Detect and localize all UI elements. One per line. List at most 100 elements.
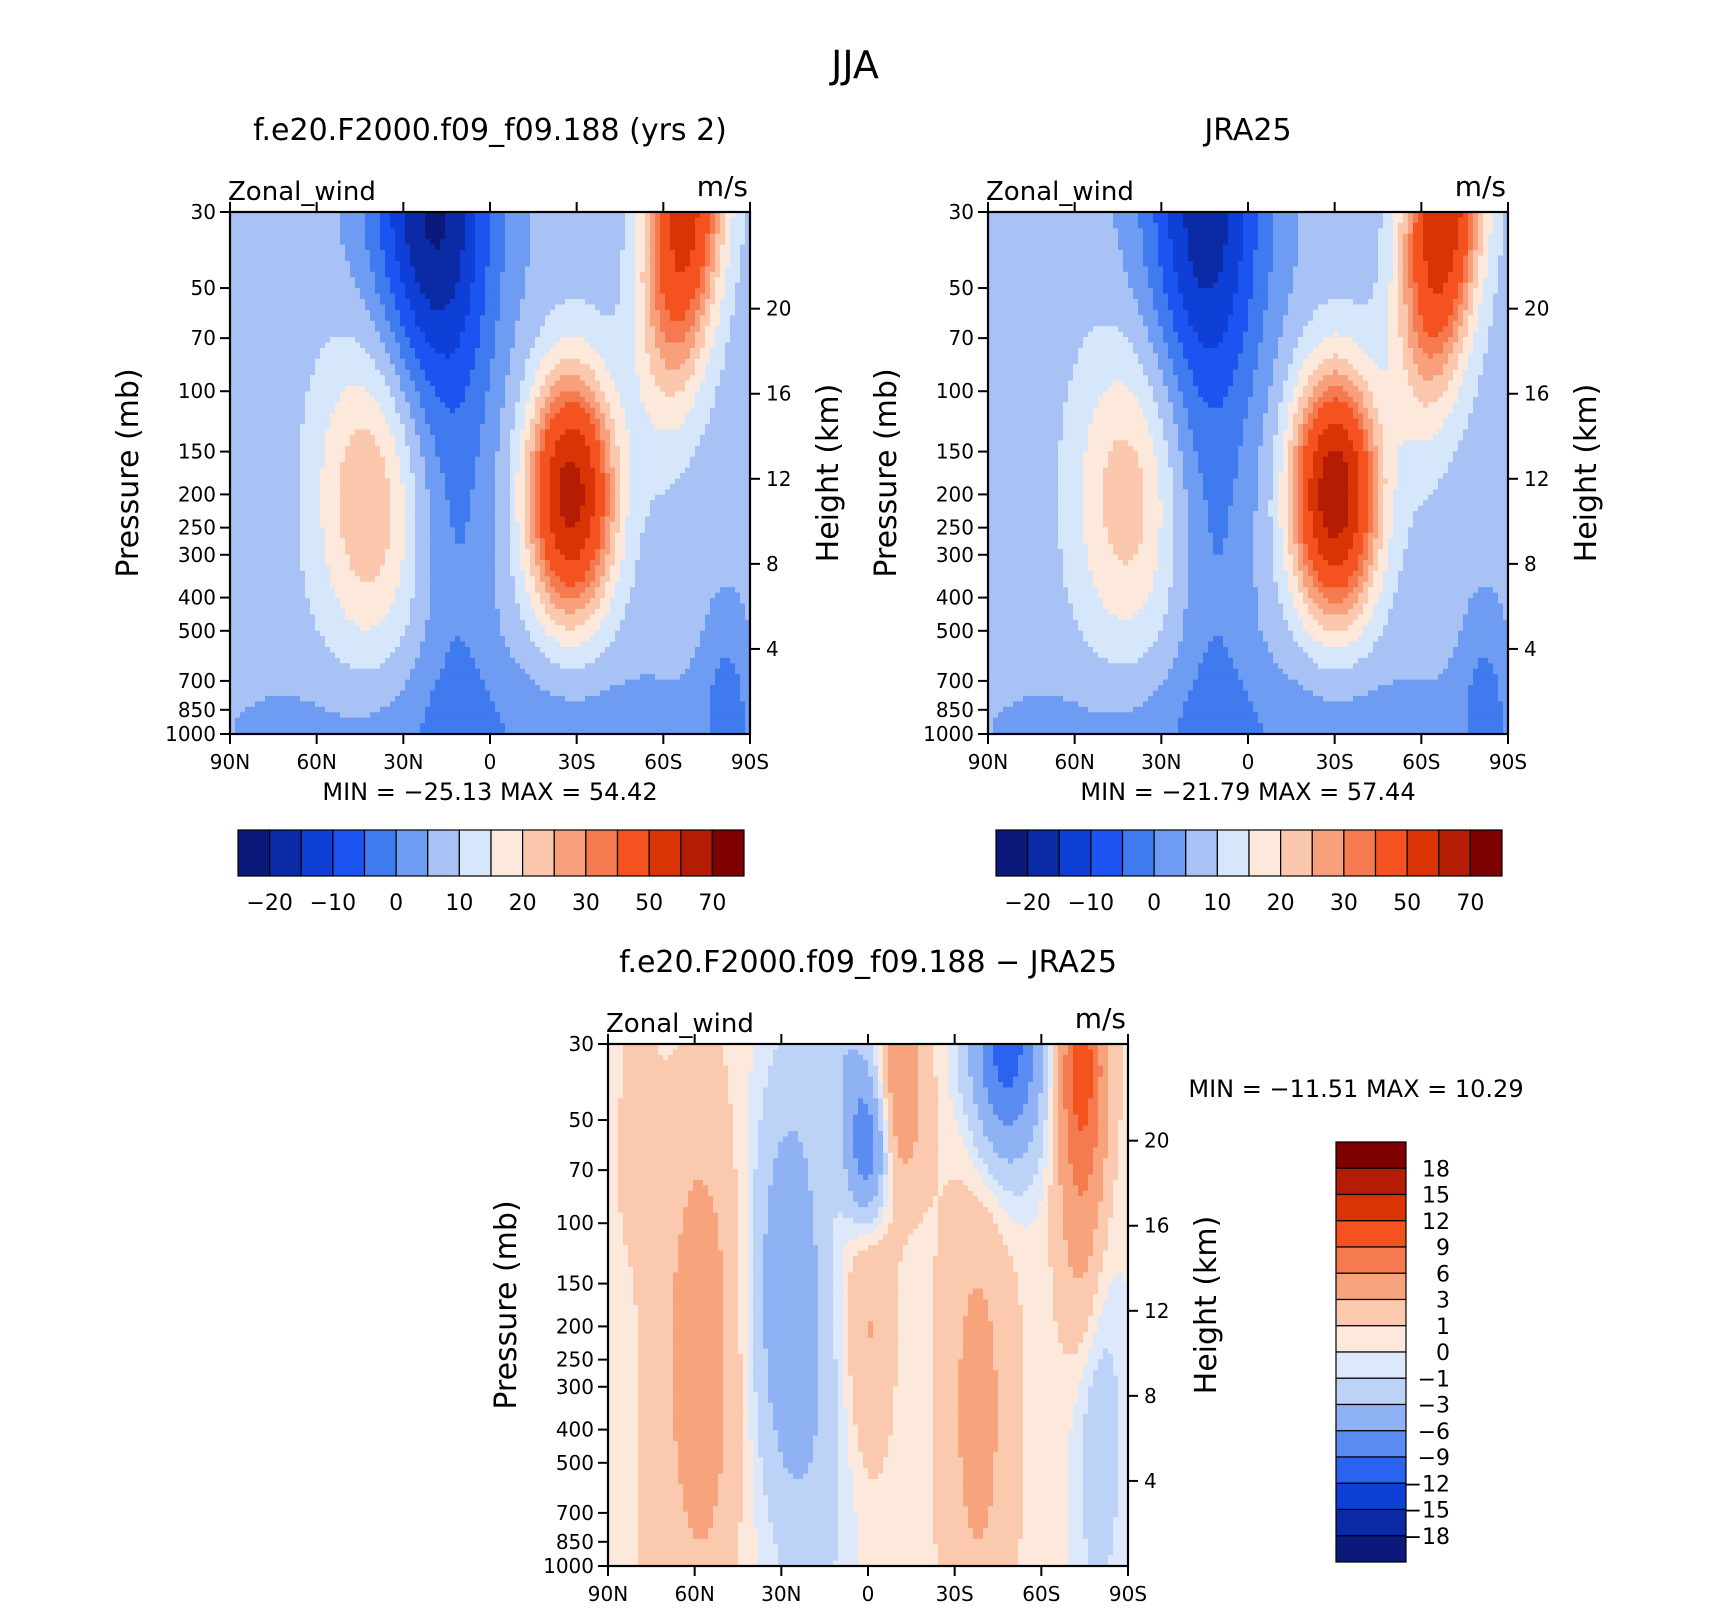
- heatmap-cell: [370, 293, 376, 300]
- heatmap-cell: [335, 271, 341, 278]
- heatmap-cell: [670, 217, 676, 224]
- heatmap-cell: [290, 315, 296, 322]
- panel-title: f.e20.F2000.f09_f09.188 (yrs 2): [253, 113, 727, 148]
- heatmap-cell: [390, 380, 396, 387]
- heatmap-cell: [415, 396, 421, 403]
- heatmap-cell: [375, 347, 381, 354]
- heatmap-cell: [230, 320, 236, 327]
- heatmap-cell: [560, 445, 566, 452]
- heatmap-cell: [600, 293, 606, 300]
- heatmap-cell: [515, 244, 521, 251]
- heatmap-cell: [400, 266, 406, 273]
- heatmap-cell: [490, 309, 496, 316]
- heatmap-cell: [410, 462, 416, 469]
- heatmap-cell: [740, 255, 746, 262]
- heatmap-cell: [240, 456, 246, 463]
- heatmap-cell: [555, 315, 561, 322]
- heatmap-cell: [355, 445, 361, 452]
- heatmap-cell: [680, 250, 686, 257]
- heatmap-cell: [665, 212, 671, 219]
- heatmap-cell: [250, 456, 256, 463]
- heatmap-cell: [255, 212, 261, 219]
- heatmap-cell: [365, 260, 371, 267]
- heatmap-cell: [525, 228, 531, 235]
- heatmap-cell: [475, 266, 481, 273]
- heatmap-cell: [425, 402, 431, 409]
- heatmap-cell: [695, 413, 701, 420]
- heatmap-cell: [475, 391, 481, 398]
- heatmap-cell: [685, 418, 691, 425]
- heatmap-cell: [570, 266, 576, 273]
- heatmap-cell: [325, 255, 331, 262]
- heatmap-cell: [400, 429, 406, 436]
- heatmap-cell: [480, 337, 486, 344]
- heatmap-cell: [455, 315, 461, 322]
- heatmap-cell: [715, 239, 721, 246]
- heatmap-cell: [380, 233, 386, 240]
- heatmap-cell: [440, 233, 446, 240]
- heatmap-cell: [570, 250, 576, 257]
- heatmap-cell: [565, 396, 571, 403]
- heatmap-cell: [595, 413, 601, 420]
- heatmap-cell: [445, 255, 451, 262]
- heatmap-cell: [655, 315, 661, 322]
- heatmap-cell: [640, 233, 646, 240]
- heatmap-cell: [490, 456, 496, 463]
- heatmap-cell: [390, 445, 396, 452]
- heatmap-cell: [490, 434, 496, 441]
- heatmap-cell: [515, 277, 521, 284]
- heatmap-cell: [385, 347, 391, 354]
- heatmap-cell: [230, 391, 236, 398]
- heatmap-cell: [380, 369, 386, 376]
- heatmap-cell: [555, 429, 561, 436]
- heatmap-cell: [715, 244, 721, 251]
- heatmap-cell: [680, 451, 686, 458]
- heatmap-cell: [560, 407, 566, 414]
- heatmap-cell: [575, 282, 581, 289]
- heatmap-cell: [480, 440, 486, 447]
- heatmap-cell: [280, 337, 286, 344]
- heatmap-cell: [460, 369, 466, 376]
- heatmap-cell: [335, 445, 341, 452]
- heatmap-cell: [745, 456, 750, 463]
- heatmap-cell: [665, 375, 671, 382]
- heatmap-cell: [740, 440, 746, 447]
- heatmap-cell: [535, 277, 541, 284]
- heatmap-cell: [335, 407, 341, 414]
- heatmap-cell: [545, 364, 551, 371]
- heatmap-cell: [570, 429, 576, 436]
- heatmap-cell: [470, 250, 476, 257]
- heatmap-cell: [325, 250, 331, 257]
- heatmap-cell: [565, 402, 571, 409]
- heatmap-cell: [710, 418, 716, 425]
- heatmap-cell: [265, 429, 271, 436]
- heatmap-cell: [640, 407, 646, 414]
- heatmap-cell: [345, 304, 351, 311]
- heatmap-cell: [580, 396, 586, 403]
- heatmap-cell: [255, 309, 261, 316]
- heatmap-cell: [350, 250, 356, 257]
- heatmap-cell: [520, 445, 526, 452]
- heatmap-cell: [690, 244, 696, 251]
- heatmap-cell: [470, 271, 476, 278]
- heatmap-cell: [620, 266, 626, 273]
- heatmap-cell: [625, 407, 631, 414]
- heatmap-cell: [365, 271, 371, 278]
- heatmap-cell: [495, 440, 501, 447]
- heatmap-cell: [370, 434, 376, 441]
- heatmap-cell: [300, 364, 306, 371]
- heatmap-cell: [285, 445, 291, 452]
- heatmap-cell: [515, 212, 521, 219]
- heatmap-cell: [675, 369, 681, 376]
- heatmap-cell: [300, 407, 306, 414]
- heatmap-cell: [535, 293, 541, 300]
- heatmap-cell: [555, 337, 561, 344]
- heatmap-cell: [395, 467, 401, 474]
- heatmap-cell: [260, 342, 266, 349]
- heatmap-cell: [370, 440, 376, 447]
- heatmap-cell: [700, 402, 706, 409]
- heatmap-cell: [610, 299, 616, 306]
- heatmap-cell: [430, 331, 436, 338]
- heatmap-cell: [425, 413, 431, 420]
- heatmap-cell: [610, 315, 616, 322]
